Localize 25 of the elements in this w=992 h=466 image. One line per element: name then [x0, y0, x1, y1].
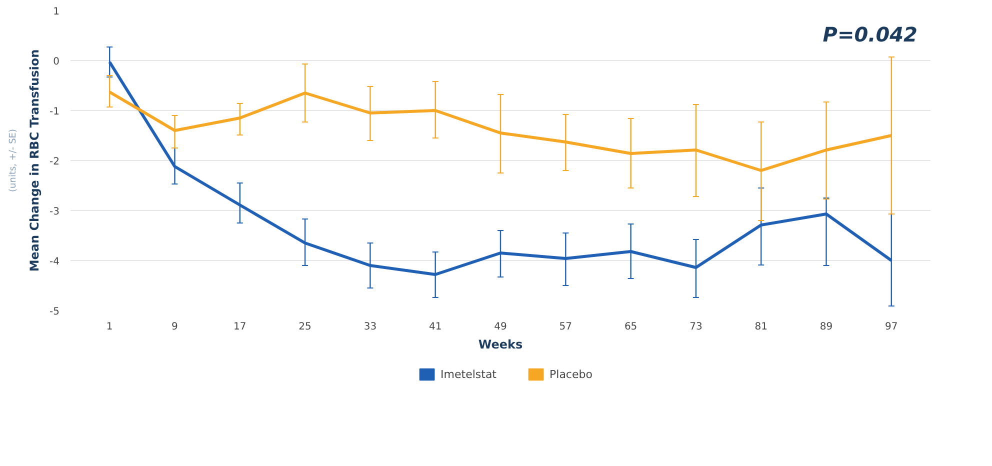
y-tick-label: -5: [50, 306, 60, 318]
x-axis-title: Weeks: [478, 338, 523, 352]
x-tick-label: 33: [364, 322, 377, 332]
x-tick-label: 41: [428, 322, 442, 332]
x-tick-label: 9: [172, 322, 178, 332]
x-tick-label: 65: [624, 322, 638, 332]
x-tick-label: 17: [234, 322, 246, 332]
x-tick-label: 97: [885, 322, 898, 332]
y-tick-label: -3: [50, 206, 60, 218]
legend-label: Placebo: [550, 368, 592, 380]
x-tick-label: 73: [690, 322, 702, 332]
y-tick-label: 1: [53, 6, 60, 18]
x-tick-label: 1: [106, 322, 113, 332]
annotation: P=0.042: [822, 22, 918, 46]
x-tick-label: 25: [298, 322, 312, 332]
legend-label: Imetelstat: [440, 368, 496, 380]
x-tick-label: 81: [754, 322, 768, 332]
y-tick-label: 0: [53, 56, 60, 68]
y-tick-label: -2: [50, 156, 60, 168]
x-tick-label: 89: [820, 322, 833, 332]
x-tick-label: 49: [494, 322, 507, 332]
y-tick-label: -1: [50, 106, 60, 118]
y-axis-title: Mean Change in RBC Transfusion (units, +/- SE): [8, 49, 42, 272]
y-tick-label: -4: [50, 256, 60, 268]
x-tick-label: 57: [559, 322, 572, 332]
